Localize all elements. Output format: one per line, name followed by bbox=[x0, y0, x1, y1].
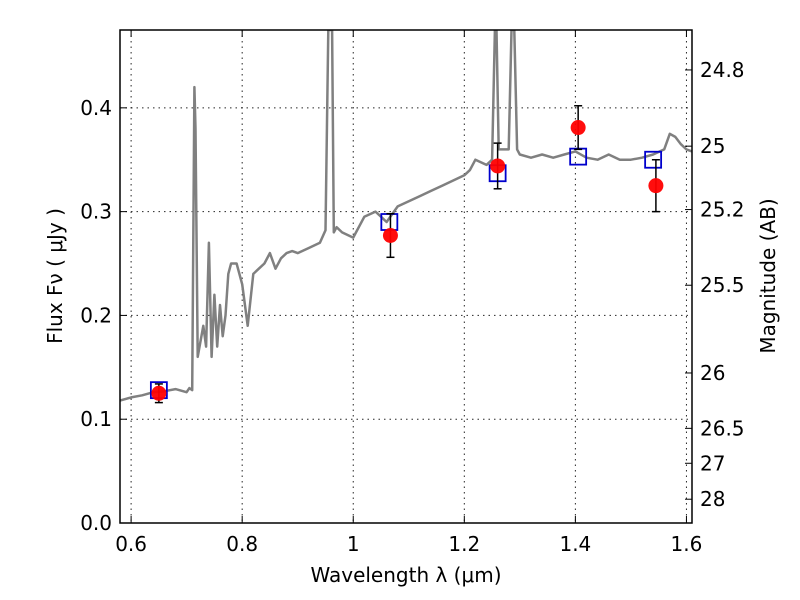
y-tick-label: 0.1 bbox=[80, 407, 112, 431]
right-tick-label: 25 bbox=[700, 134, 725, 158]
y-tick-label: 0.0 bbox=[80, 511, 112, 535]
right-tick-label: 26.5 bbox=[700, 416, 745, 440]
plot-frame bbox=[119, 29, 693, 524]
ticks: 0.6 0.8 1 1.2 1.4 1.6 0.0 0.1 0.2 0.3 0.4 24.8 25 25.… bbox=[80, 30, 745, 556]
marker-layer bbox=[149, 105, 664, 404]
photometry-point bbox=[570, 120, 586, 136]
y-axis-label: Flux Fν ( μJy ) bbox=[43, 208, 67, 344]
right-tick-label: 25.5 bbox=[700, 273, 745, 297]
model-point bbox=[644, 150, 663, 169]
photometry-point bbox=[382, 228, 398, 244]
y-tick-label: 0.2 bbox=[80, 303, 112, 327]
x-tick-label: 1.4 bbox=[559, 532, 591, 556]
x-tick-label: 1.6 bbox=[671, 532, 703, 556]
photometry-point bbox=[648, 178, 664, 194]
right-tick-label: 24.8 bbox=[700, 58, 745, 82]
right-tick-label: 26 bbox=[700, 361, 725, 385]
x-tick-label: 1.2 bbox=[448, 532, 480, 556]
right-tick-label: 27 bbox=[700, 451, 725, 475]
grid bbox=[120, 30, 692, 523]
right-tick-label: 28 bbox=[700, 487, 725, 511]
right-tick-label: 25.2 bbox=[700, 198, 745, 222]
x-tick-label: 0.8 bbox=[226, 532, 258, 556]
x-tick-label: 1 bbox=[347, 532, 360, 556]
y-axis-right-label: Magnitude (AB) bbox=[756, 198, 780, 353]
spectrum-layer bbox=[120, 30, 692, 402]
y-tick-label: 0.3 bbox=[80, 200, 112, 224]
x-tick-label: 0.6 bbox=[115, 532, 147, 556]
spectrum-line bbox=[120, 30, 692, 402]
axes bbox=[119, 29, 693, 524]
photometry-point bbox=[490, 158, 506, 174]
x-axis-label: Wavelength λ (μm) bbox=[310, 563, 501, 587]
y-tick-label: 0.4 bbox=[80, 96, 112, 120]
photometry-point bbox=[151, 385, 167, 401]
